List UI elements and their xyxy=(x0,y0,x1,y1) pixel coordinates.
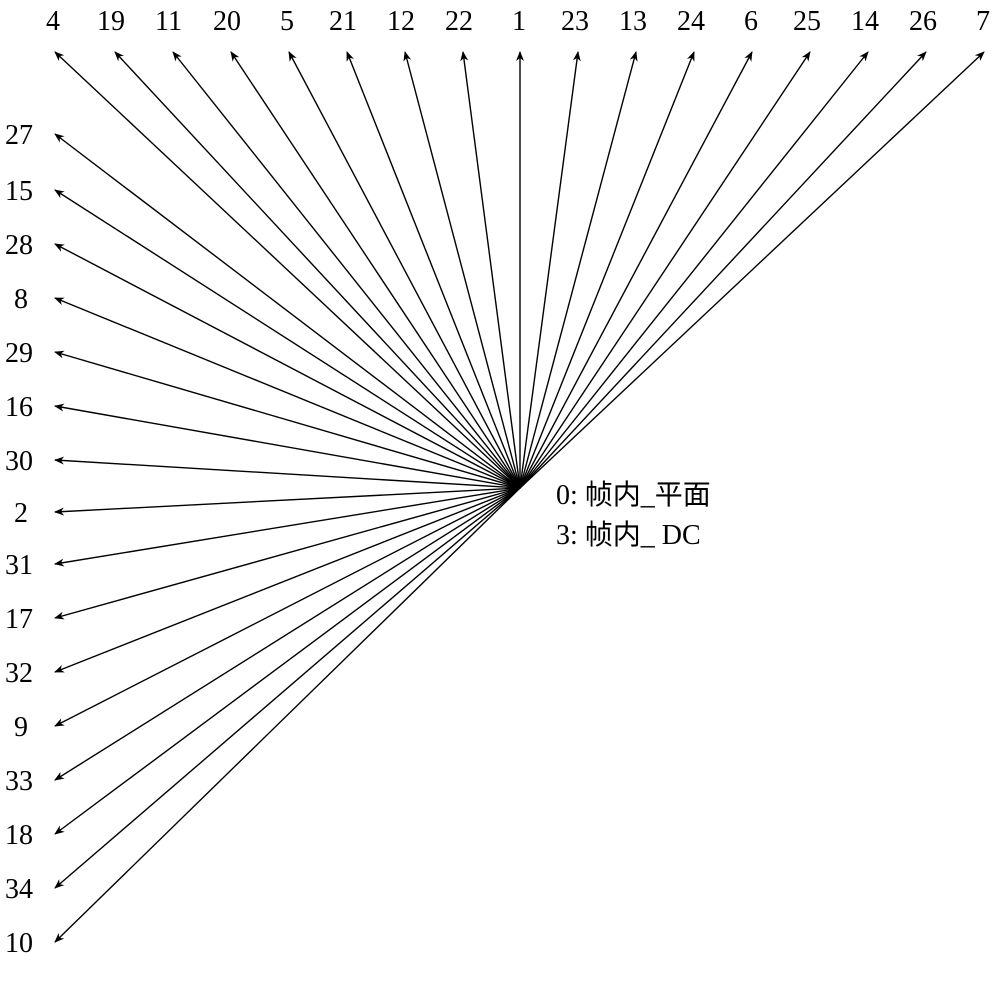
direction-label-30: 30 xyxy=(5,446,33,477)
top-direction-labels: 4 19 11 20 5 21 12 22 1 23 13 24 6 25 14 26 7 xyxy=(46,6,990,37)
direction-label-27: 27 xyxy=(5,120,33,151)
direction-label-11: 11 xyxy=(155,6,182,37)
direction-arrow-23 xyxy=(520,52,578,488)
direction-arrow-22 xyxy=(463,52,520,488)
intra-prediction-directions-diagram: 41911205211222123132462514267 2715288291… xyxy=(0,0,1000,990)
direction-label-24: 24 xyxy=(677,6,705,37)
direction-label-31: 31 xyxy=(5,550,33,581)
direction-arrow-4 xyxy=(55,52,520,488)
direction-arrows xyxy=(55,52,984,942)
legend: 0: 帧内_平面 3: 帧内_ DC xyxy=(556,479,711,551)
direction-label-14: 14 xyxy=(851,6,879,37)
direction-label-18: 18 xyxy=(5,820,33,851)
direction-label-29: 29 xyxy=(5,338,33,369)
direction-arrow-9 xyxy=(55,488,520,726)
direction-label-1: 1 xyxy=(512,6,526,37)
legend-item-0: 0: 帧内_平面 xyxy=(556,479,711,511)
direction-label-25: 25 xyxy=(793,6,821,37)
direction-arrow-18 xyxy=(55,488,520,834)
direction-label-2: 2 xyxy=(14,498,28,529)
direction-label-21: 21 xyxy=(329,6,357,37)
direction-label-5: 5 xyxy=(280,6,294,37)
direction-label-19: 19 xyxy=(97,6,125,37)
direction-label-13: 13 xyxy=(619,6,647,37)
direction-arrow-20 xyxy=(231,52,520,488)
direction-arrow-26 xyxy=(520,52,926,488)
direction-arrow-33 xyxy=(55,488,520,780)
direction-label-16: 16 xyxy=(5,392,33,423)
direction-arrow-34 xyxy=(55,488,520,888)
direction-label-9: 9 xyxy=(14,712,28,743)
direction-label-33: 33 xyxy=(5,766,33,797)
direction-label-20: 20 xyxy=(213,6,241,37)
direction-arrow-32 xyxy=(55,488,520,672)
direction-arrow-11 xyxy=(173,52,520,488)
direction-arrow-15 xyxy=(55,190,520,488)
legend-item-3: 3: 帧内_ DC xyxy=(556,519,701,551)
direction-label-12: 12 xyxy=(387,6,415,37)
direction-label-28: 28 xyxy=(5,230,33,261)
direction-label-22: 22 xyxy=(445,6,473,37)
direction-arrow-7 xyxy=(520,52,984,488)
direction-label-34: 34 xyxy=(5,874,33,905)
direction-arrow-30 xyxy=(55,460,520,488)
direction-arrow-19 xyxy=(115,52,520,488)
direction-arrow-16 xyxy=(55,406,520,488)
direction-arrow-10 xyxy=(55,488,520,942)
direction-label-10: 10 xyxy=(5,928,33,959)
direction-arrow-5 xyxy=(289,52,520,488)
direction-label-26: 26 xyxy=(909,6,937,37)
direction-label-23: 23 xyxy=(561,6,589,37)
direction-arrow-29 xyxy=(55,352,520,488)
direction-label-4: 4 xyxy=(46,6,60,37)
direction-label-17: 17 xyxy=(5,604,33,635)
direction-arrow-13 xyxy=(520,52,636,488)
direction-label-6: 6 xyxy=(744,6,758,37)
direction-arrow-25 xyxy=(520,52,810,488)
direction-arrow-12 xyxy=(405,52,520,488)
direction-label-8: 8 xyxy=(14,284,28,315)
direction-arrow-28 xyxy=(55,244,520,488)
direction-label-32: 32 xyxy=(5,658,33,689)
direction-arrow-24 xyxy=(520,52,694,488)
left-direction-labels: 27 15 28 8 29 16 30 2 31 17 32 9 33 18 34 10 xyxy=(5,120,33,959)
direction-arrow-8 xyxy=(55,298,520,488)
direction-label-15: 15 xyxy=(5,176,33,207)
direction-arrow-6 xyxy=(520,52,752,488)
direction-arrow-14 xyxy=(520,52,868,488)
direction-label-7: 7 xyxy=(976,6,990,37)
